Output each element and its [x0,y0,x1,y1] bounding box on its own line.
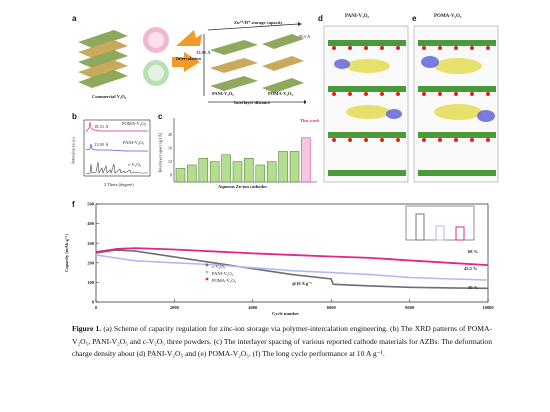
pani-spacing-label: 13.95 Å [196,50,211,55]
cycle-xtick-label: 8000 [405,305,415,310]
bar [266,161,277,183]
panel-b-letter: b [72,112,77,121]
panel-f-cycle-plot: 0 100 200 300 400 500 0 2000 4000 6000 8000 10000 [87,202,494,310]
panel-e-structure [413,25,499,183]
bar [244,157,254,183]
c-v2o5-xrd-trace [85,161,148,175]
panel-f-letter: f [72,200,75,209]
pani-v2o5-curve [95,254,489,281]
poma-spacing-label: 18.3 Å [298,34,311,39]
c-v2o5-curve [95,249,489,290]
retention-poma: 68 % [468,249,479,254]
this-work-label: This work [300,118,320,123]
inset-bar [435,225,445,241]
panel-d-title: PANI-V₂O₅ [345,14,370,19]
panel-a-letter: a [72,14,77,23]
xrd-xlabel: 2 Theta (degree) [104,182,134,187]
inset-bar [415,213,425,241]
inset-bar [455,226,465,241]
intercalation-label: Intercalation [176,56,201,61]
poma-v2o5-curve [95,247,489,267]
panel-b-xrd-plot [83,119,151,177]
pani-v2o5-scheme-label: PANI-V₂O₅ [212,91,234,96]
panel-c-bar-chart: 8 12 16 20 [168,118,317,183]
legend-marker [205,277,209,281]
bar-ylabel: Interlayer spacing (Å) [157,132,163,173]
xrd-label-pani: PANI-V₂O₅ [123,140,145,145]
poma-v2o5-layers [262,34,304,93]
retention-pani: 45.5 % [464,266,478,271]
cycle-ytick-label: 300 [87,241,95,246]
panel-e-title: POMA-V₂O₅ [434,14,462,19]
xrd-label-poma: POMA-V₂O₅ [122,121,147,126]
panel-d-letter: d [318,14,323,23]
cycle-xtick-label: 6000 [327,305,337,310]
bar [232,161,243,183]
cycle-ylabel: Capacity (mAh g⁻¹) [63,234,69,272]
cycle-ytick-label: 400 [87,221,95,226]
inset-frame [405,205,475,241]
xrd-peak-poma: 18.31 Å [94,124,109,129]
xrd-label-c: c-V₂O₅ [128,162,142,167]
commercial-v2o5-layers [78,30,128,88]
interlayer-distance-label: Interlayer distance [234,100,271,105]
panel-a-scheme [78,22,306,104]
bar [187,164,197,183]
poma-xrd-trace [85,121,148,133]
bar [209,161,220,183]
legend-poma: POMA-V₂O₅ [212,278,237,283]
legend-pani: PANI-V₂O₅ [212,271,234,276]
bar-xlabel: Aqueous Zn-ion cathodes [218,184,267,189]
cycle-xlabel: Cycle number [272,311,300,316]
legend-marker [205,263,209,267]
bar-ytick-label: 8 [170,173,172,178]
cycle-xtick-label: 0 [95,305,98,310]
cycle-ytick-label: 200 [87,260,95,265]
cycle-ytick-label: 500 [87,202,95,207]
figure-label: Figure 1. [72,324,102,333]
cycle-xtick-label: 4000 [248,305,258,310]
xrd-ylabel: Intensity (a.u.) [70,137,76,164]
figure-caption: Figure 1. (a) Scheme of capacity regulat… [72,323,492,361]
panel-d-structure [323,25,409,183]
bar [221,154,231,183]
cycle-xtick-label: 10000 [482,305,494,310]
retention-c: 30 % [468,285,479,290]
legend-marker [205,270,209,274]
panel-c-letter: c [158,112,163,121]
caption-text: (a) Scheme of capacity regulation for zi… [72,324,492,359]
bar [255,164,266,183]
bar [175,168,186,183]
commercial-v2o5-label: Commercial V₂O₅ [92,94,127,99]
legend-c: c-V₂O₅ [212,264,226,269]
pani-v2o5-layers [210,40,258,91]
cycle-ytick-label: 0 [92,300,95,305]
xrd-peak-pani: 13.95 Å [94,142,109,147]
bar [301,137,311,183]
bar-ytick-label: 12 [168,159,172,164]
rate-label: @10 A g⁻¹ [292,281,312,286]
bar [278,151,288,183]
cycle-xtick-label: 2000 [170,305,180,310]
cycle-ytick-label: 100 [87,280,95,285]
bar [198,157,209,183]
storage-capacity-label: Zn²⁺/H⁺ storage capacity [234,20,283,25]
poma-v2o5-scheme-label: POMA-V₂O₅ [268,91,293,96]
panel-e-letter: e [412,14,417,23]
bar [289,151,300,183]
pani-xrd-trace [85,143,148,152]
bar-ytick-label: 16 [168,146,172,151]
bar-ytick-label: 20 [168,132,172,137]
